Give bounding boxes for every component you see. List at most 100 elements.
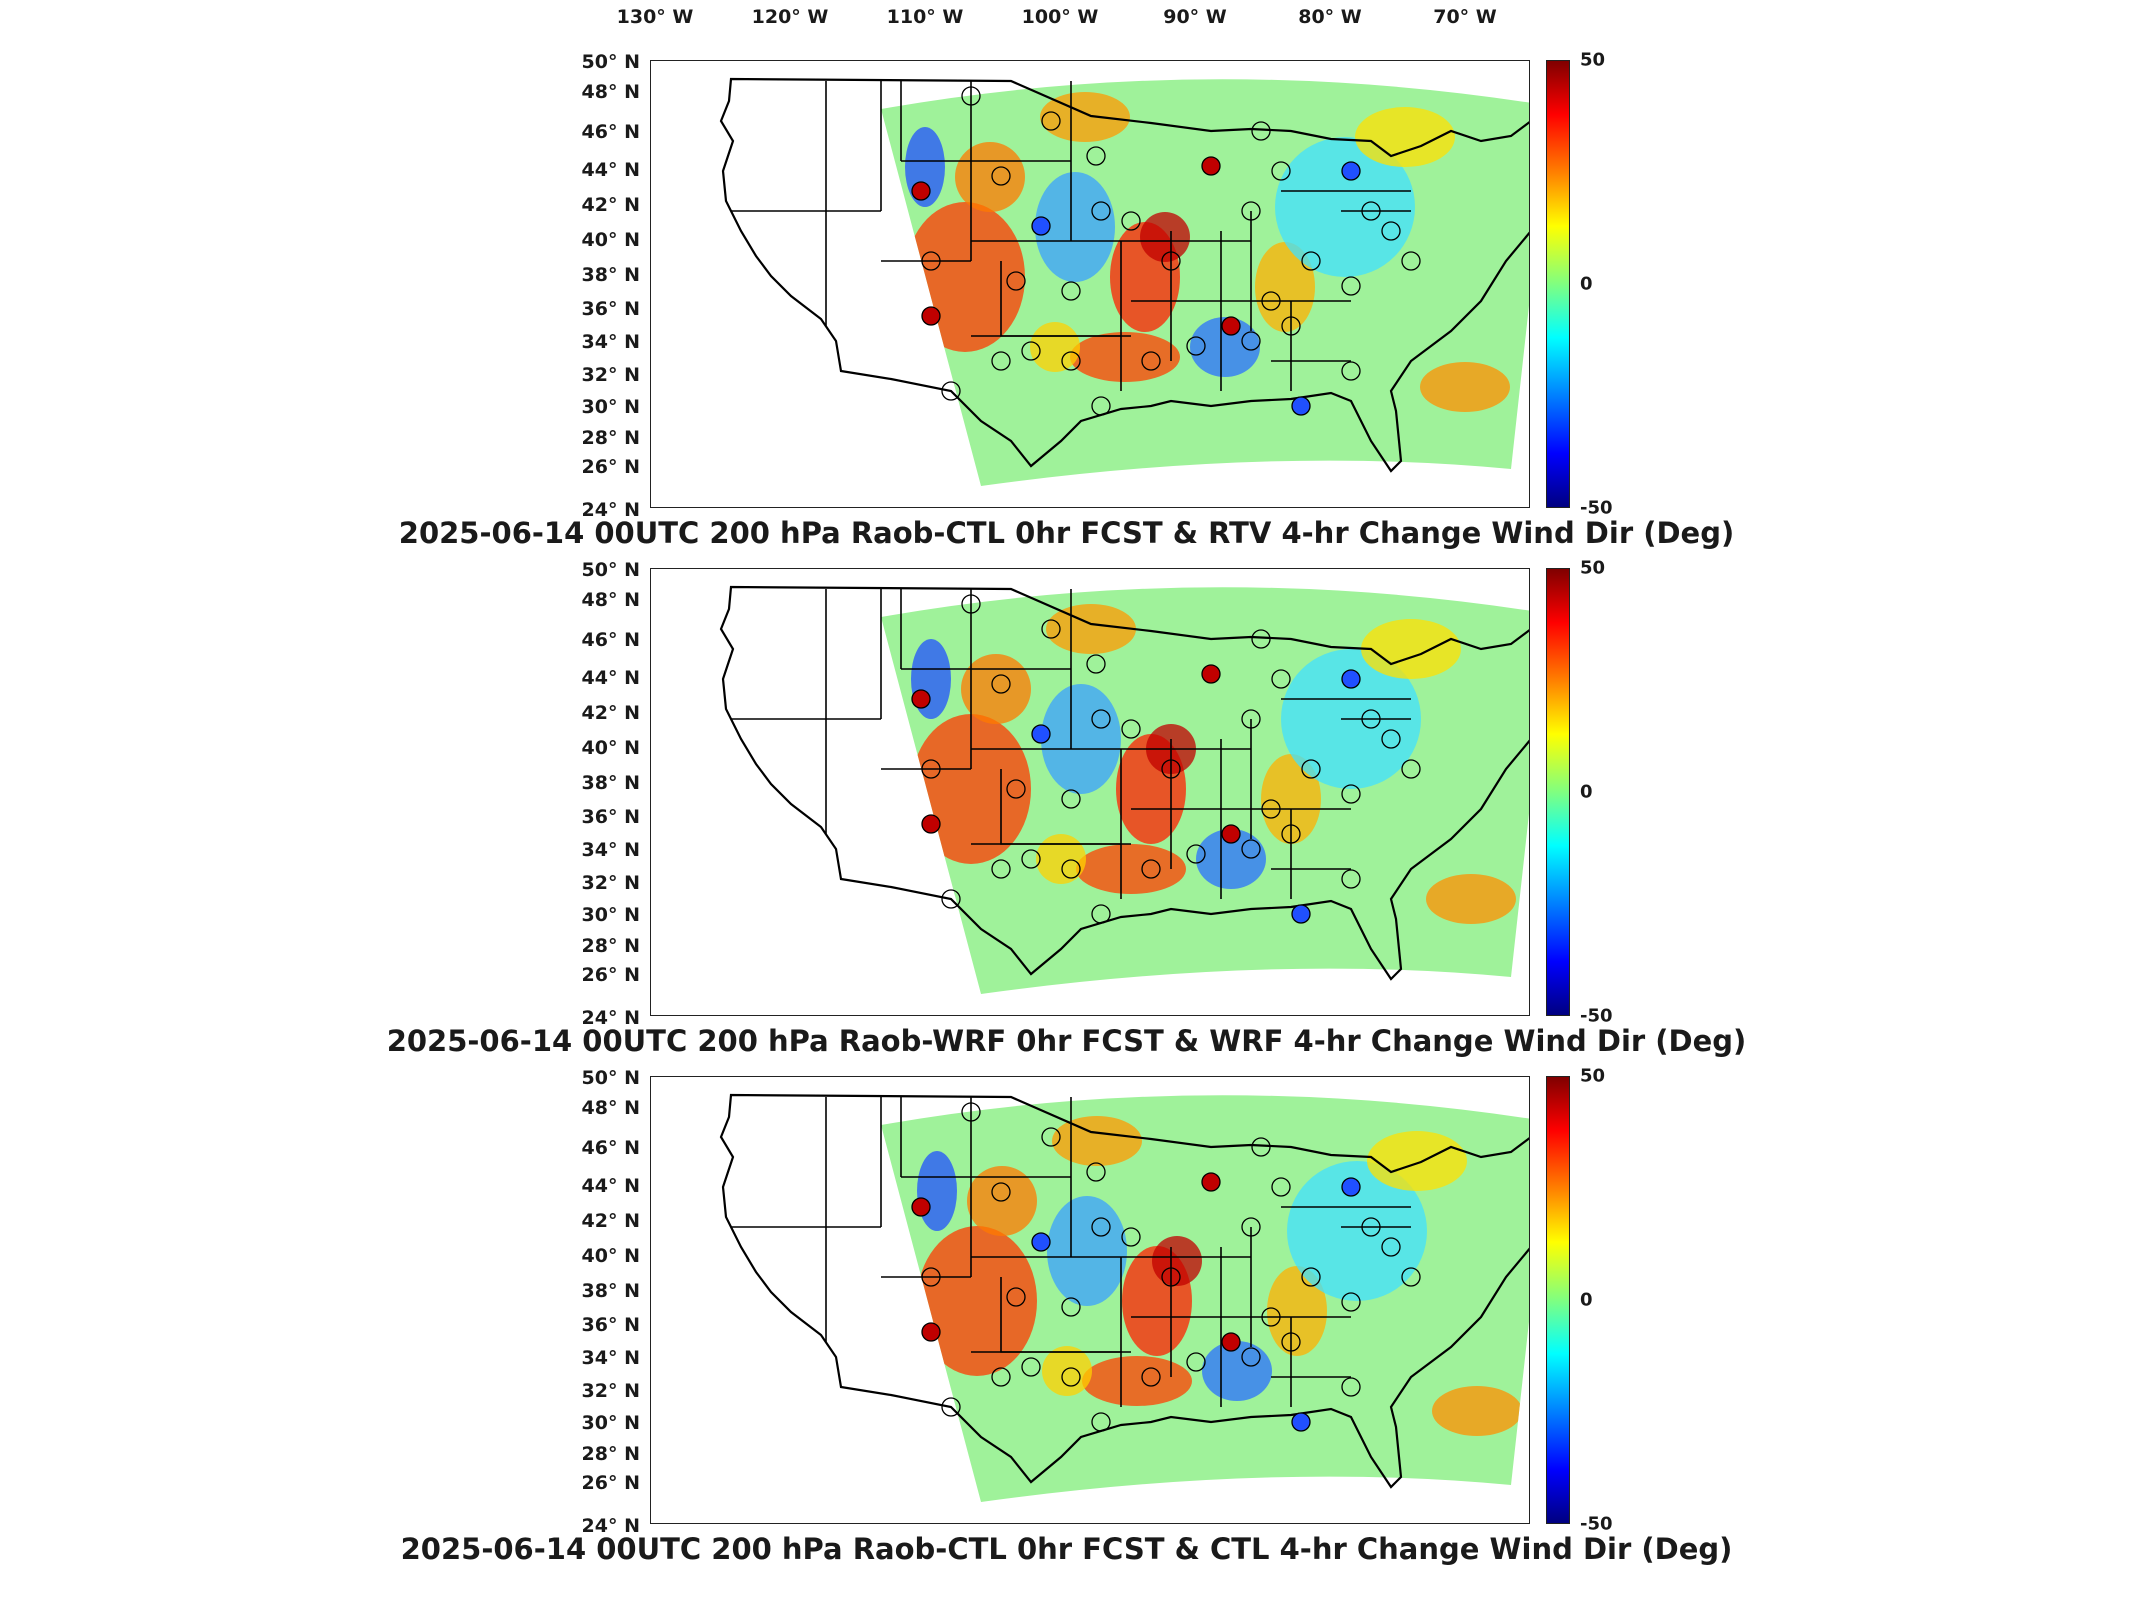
lat-tick: 44° N (581, 159, 640, 181)
lat-tick: 50° N (581, 51, 640, 73)
raob-station (1341, 1177, 1361, 1197)
raob-station (1341, 669, 1361, 689)
field-anomaly (1036, 834, 1086, 884)
raob-station (1301, 251, 1321, 271)
field-anomaly (1047, 1196, 1127, 1306)
map-frame (650, 568, 1530, 1016)
raob-station (1361, 1217, 1381, 1237)
lat-tick: 30° N (581, 1412, 640, 1434)
field-anomaly (1046, 604, 1136, 654)
raob-station (921, 251, 941, 271)
raob-station (1341, 1377, 1361, 1397)
raob-station (941, 381, 961, 401)
raob-station (1201, 1172, 1221, 1192)
lon-tick: 70° W (1433, 6, 1497, 28)
colorbar-max: 50 (1580, 49, 1606, 71)
raob-station (1271, 669, 1291, 689)
field-anomaly (1196, 829, 1266, 889)
raob-station (991, 166, 1011, 186)
raob-station (921, 759, 941, 779)
raob-station (1201, 664, 1221, 684)
raob-station (1186, 336, 1206, 356)
panel-title: 2025-06-14 00UTC 200 hPa Raob-CTL 0hr FC… (398, 516, 1735, 550)
raob-station (1281, 316, 1301, 336)
colorbar-mid: 0 (1580, 1289, 1593, 1311)
raob-station (1261, 1307, 1281, 1327)
raob-station (1381, 221, 1401, 241)
map-svg (719, 1093, 1529, 1502)
field-anomaly (1076, 844, 1186, 894)
lon-tick: 80° W (1298, 6, 1362, 28)
raob-station (1241, 1347, 1261, 1367)
raob-station (1061, 1297, 1081, 1317)
raob-station (1086, 146, 1106, 166)
raob-station (1121, 211, 1141, 231)
raob-station (1341, 361, 1361, 381)
raob-station (1186, 1352, 1206, 1372)
field-anomaly (961, 654, 1031, 724)
field-anomaly (1267, 1266, 1327, 1356)
lat-tick: 24° N (581, 499, 640, 521)
raob-station (1221, 1332, 1241, 1352)
field-anomaly (1420, 362, 1510, 412)
field-anomaly (1152, 1236, 1202, 1286)
lat-tick: 26° N (581, 964, 640, 986)
raob-station (991, 351, 1011, 371)
raob-station (1401, 1267, 1421, 1287)
raob-station (1031, 1232, 1051, 1252)
field-anomaly (905, 202, 1025, 352)
lat-tick: 30° N (581, 904, 640, 926)
lat-tick: 38° N (581, 1280, 640, 1302)
map-frame (650, 60, 1530, 508)
lat-tick: 34° N (581, 331, 640, 353)
field-anomaly (1426, 874, 1516, 924)
lat-tick: 42° N (581, 194, 640, 216)
raob-station (1141, 1367, 1161, 1387)
lat-tick: 36° N (581, 806, 640, 828)
lat-tick: 32° N (581, 364, 640, 386)
raob-station (1301, 1267, 1321, 1287)
lat-tick: 28° N (581, 1443, 640, 1465)
raob-station (921, 1322, 941, 1342)
raob-station (911, 1197, 931, 1217)
raob-station (1121, 1227, 1141, 1247)
lat-tick: 48° N (581, 81, 640, 103)
raob-station (941, 1397, 961, 1417)
lat-tick: 42° N (581, 702, 640, 724)
lon-tick: 130° W (616, 6, 694, 28)
raob-station (1291, 396, 1311, 416)
panel-title: 2025-06-14 00UTC 200 hPa Raob-WRF 0hr FC… (386, 1024, 1747, 1058)
raob-station (961, 86, 981, 106)
field-anomaly (1041, 684, 1121, 794)
raob-station (1061, 1367, 1081, 1387)
colorbar (1546, 60, 1570, 508)
raob-station (1006, 271, 1026, 291)
lat-tick: 26° N (581, 1472, 640, 1494)
lat-tick: 38° N (581, 264, 640, 286)
raob-station (1091, 709, 1111, 729)
field-anomaly (1202, 1341, 1272, 1401)
lat-tick: 50° N (581, 1067, 640, 1089)
raob-station (1091, 201, 1111, 221)
raob-station (961, 1102, 981, 1122)
raob-station (1341, 869, 1361, 889)
raob-station (911, 181, 931, 201)
lat-tick: 34° N (581, 1347, 640, 1369)
raob-station (921, 1267, 941, 1287)
raob-station (1261, 799, 1281, 819)
raob-station (1021, 849, 1041, 869)
raob-station (1161, 759, 1181, 779)
lon-tick: 110° W (886, 6, 964, 28)
lat-tick: 42° N (581, 1210, 640, 1232)
raob-station (1341, 161, 1361, 181)
raob-station (1241, 709, 1261, 729)
raob-station (1271, 161, 1291, 181)
raob-station (1061, 859, 1081, 879)
raob-station (1091, 904, 1111, 924)
raob-station (1281, 824, 1301, 844)
field-anomaly (1070, 332, 1180, 382)
lat-tick: 40° N (581, 737, 640, 759)
field-anomaly (1367, 1131, 1467, 1191)
raob-station (1241, 201, 1261, 221)
raob-station (1361, 709, 1381, 729)
